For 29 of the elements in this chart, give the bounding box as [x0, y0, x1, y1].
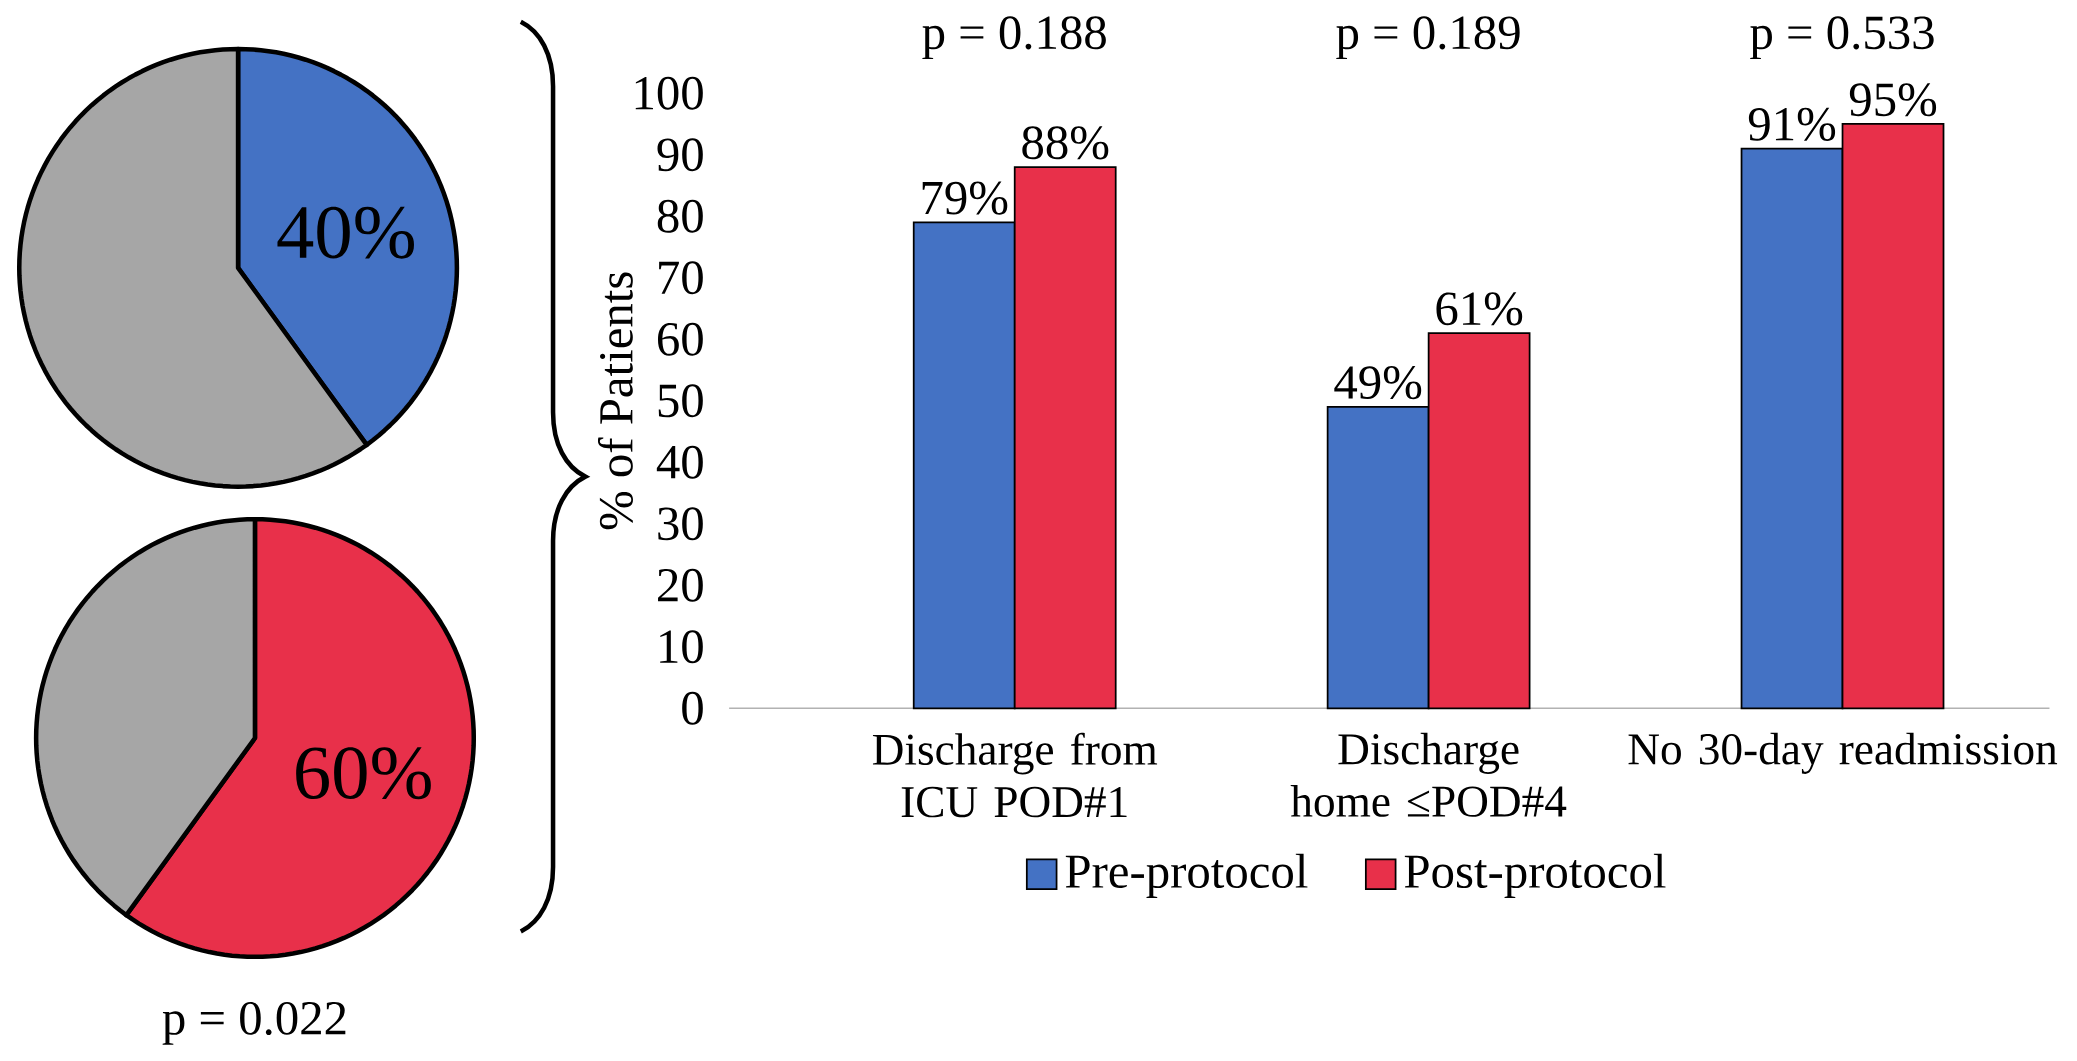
data-label: 40% [277, 206, 414, 259]
data-label: 49% [1334, 366, 1422, 400]
y-tick-label: 50 [658, 384, 703, 418]
y-tick-label: 60 [657, 322, 703, 356]
x-tick-label: Discharge from ICU POD#1 [872, 732, 1158, 818]
x-tick-label: No 30-day readmission [1628, 732, 2058, 774]
data-label: 60% [296, 747, 431, 800]
text: p = 0.188 [922, 16, 1106, 60]
legend-label: Post-protocol [1404, 853, 1666, 898]
text: p = 0.022 [162, 1001, 346, 1045]
y-tick-label: 70 [659, 261, 703, 295]
y-tick-label: 10 [660, 630, 703, 664]
y-tick-label: 90 [657, 138, 703, 172]
y-tick-label: 80 [657, 199, 703, 233]
y-tick-label: 20 [658, 568, 703, 602]
y-axis-title: % of Patients [597, 272, 633, 530]
y-tick-label: 40 [656, 445, 703, 479]
data-label: 95% [1849, 83, 1937, 117]
data-label: 91% [1748, 107, 1836, 141]
data-label: 61% [1436, 292, 1523, 326]
y-tick-label: 0 [682, 691, 703, 725]
data-label: 88% [1022, 126, 1109, 160]
text: p = 0.189 [1336, 16, 1520, 60]
legend-label: Pre-protocol [1065, 853, 1308, 898]
y-tick-label: 100 [635, 76, 703, 110]
text: p = 0.533 [1750, 16, 1934, 60]
y-tick-label: 30 [658, 507, 703, 541]
data-label: 79% [922, 181, 1008, 215]
x-tick-label: Discharge home ≤POD#4 [1290, 732, 1567, 817]
